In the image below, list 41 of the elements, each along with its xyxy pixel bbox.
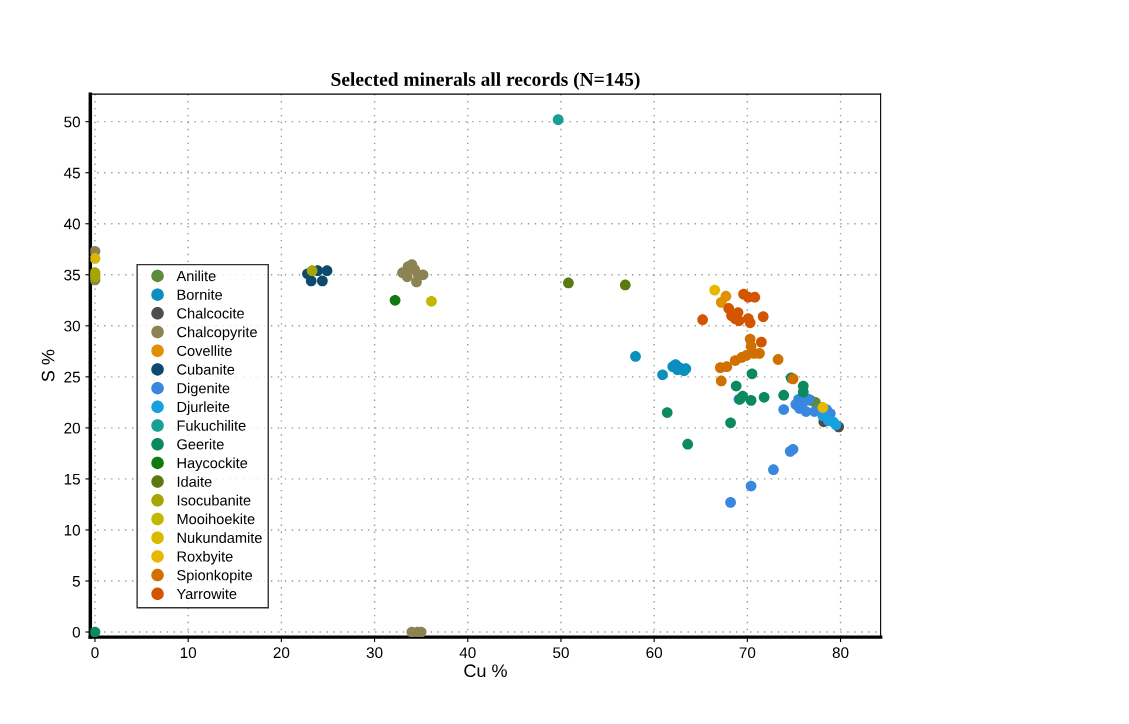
x-tick-label: 80 xyxy=(832,647,849,659)
legend-label: Fukuchilite xyxy=(177,420,246,431)
y-axis-title: S % xyxy=(41,349,55,382)
y-tick-label: 5 xyxy=(72,576,80,587)
x-tick-label: 20 xyxy=(273,647,290,659)
legend-label: Isocubanite xyxy=(177,494,251,506)
legend-label: Covellite xyxy=(177,345,232,356)
legend-label: Idaite xyxy=(177,476,212,487)
y-tick-label: 50 xyxy=(64,116,80,128)
y-tick-label: 35 xyxy=(64,269,80,281)
x-tick-label: 70 xyxy=(739,647,756,659)
x-tick-label: 60 xyxy=(646,647,663,659)
legend-label: Anilite xyxy=(176,270,216,282)
legend-label: Spionkopite xyxy=(177,569,253,584)
y-tick-label: 40 xyxy=(63,218,80,230)
y-tick-label: 25 xyxy=(64,371,80,383)
legend-label: Mooihoekite xyxy=(177,513,255,525)
x-axis-title: Cu % xyxy=(464,664,507,678)
legend-label: Cubanite xyxy=(177,363,235,375)
legend-label: Nukundamite xyxy=(177,532,262,543)
y-tick-label: 30 xyxy=(64,320,80,332)
legend-label: Chalcopyrite xyxy=(177,326,257,341)
chart-title: Selected minerals all records (N=145) xyxy=(331,72,640,90)
legend-label: Djurleite xyxy=(177,401,230,415)
legend-label: Geerite xyxy=(177,438,224,450)
y-tick-label: 20 xyxy=(64,422,80,434)
y-tick-label: 10 xyxy=(64,524,80,536)
x-tick-label: 30 xyxy=(366,647,383,659)
x-tick-label: 10 xyxy=(180,647,197,659)
x-tick-label: 50 xyxy=(553,647,569,659)
legend-label: Haycockite xyxy=(177,457,248,472)
legend-label: Bornite xyxy=(177,289,223,300)
y-tick-label: 45 xyxy=(63,167,80,179)
y-tick-label: 15 xyxy=(64,473,80,485)
legend-label: Digenite xyxy=(177,382,230,397)
y-tick-label: 0 xyxy=(72,626,80,638)
legend-label: Chalcocite xyxy=(177,307,244,319)
x-tick-label: 0 xyxy=(91,647,99,659)
legend-label: Yarrowite xyxy=(176,588,237,600)
x-tick-label: 40 xyxy=(459,647,476,659)
legend-label: Roxbyite xyxy=(177,550,233,565)
